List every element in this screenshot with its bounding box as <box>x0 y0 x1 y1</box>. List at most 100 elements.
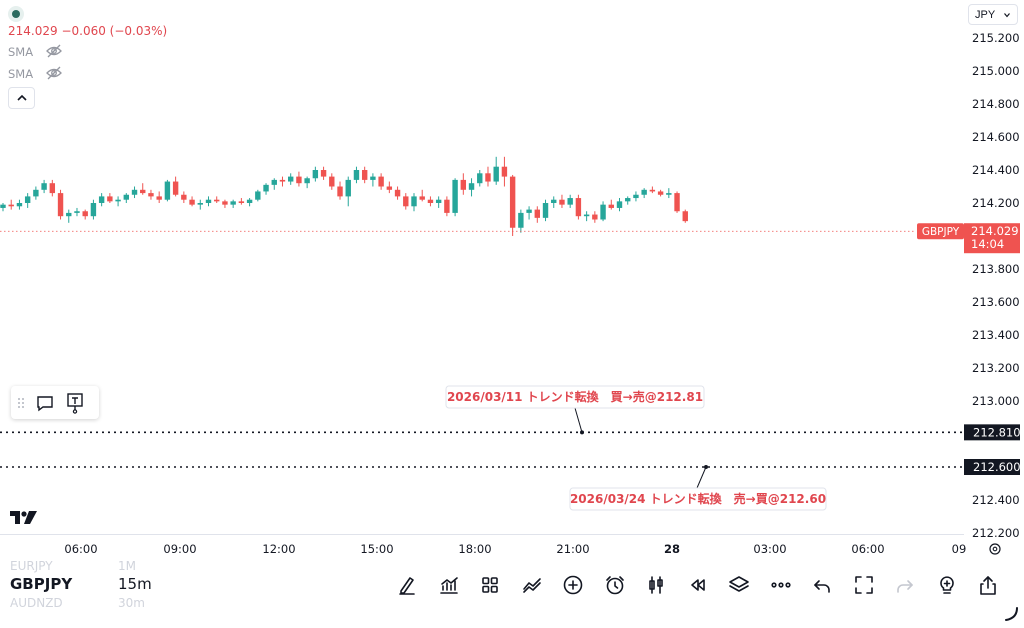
candle <box>509 174 516 236</box>
candle <box>189 196 195 207</box>
eye-off-icon[interactable] <box>46 66 62 80</box>
sma-indicator-1[interactable]: SMA <box>8 44 62 59</box>
horizontal-line-2[interactable]: 212.600 2026/03/24 トレンド転換 売→買@212.60 <box>0 459 1021 511</box>
candle <box>370 173 376 187</box>
candle-body <box>682 211 688 222</box>
price-axis-tick: 214.400 <box>972 163 1020 177</box>
candle-body <box>288 176 294 182</box>
horizontal-line-price-tag <box>964 424 1020 441</box>
candle <box>263 183 269 195</box>
candle <box>403 193 409 210</box>
candle-body <box>403 196 409 207</box>
compare-button[interactable] <box>515 571 549 599</box>
candle <box>435 196 442 208</box>
candle-body <box>616 201 623 208</box>
currency-label: JPY <box>975 8 996 21</box>
lightbulb-icon <box>939 576 954 594</box>
resize-handle-icon[interactable] <box>1002 605 1020 623</box>
sma-label: SMA <box>8 45 34 59</box>
time-axis-tick: 09 <box>952 542 967 556</box>
candle <box>477 170 483 187</box>
candle-body <box>666 193 672 195</box>
candle-body <box>66 212 72 217</box>
candle-body <box>592 214 598 220</box>
more-button[interactable] <box>764 571 798 599</box>
candle <box>345 176 351 207</box>
candle-body <box>82 211 88 217</box>
candle <box>246 198 253 207</box>
last-price-symbol-tag <box>917 223 964 240</box>
candle <box>616 198 623 212</box>
candle <box>131 186 138 199</box>
candle-body <box>633 194 639 199</box>
last-price-tag <box>964 223 1020 254</box>
horizontal-line-1[interactable]: 212.810 2026/03/11 トレンド転換 買→売@212.81 <box>0 385 1021 441</box>
candle <box>74 207 80 217</box>
undo-button[interactable] <box>805 571 839 599</box>
ideas-button[interactable] <box>930 571 964 599</box>
candle <box>304 176 310 189</box>
candle-body <box>156 196 162 200</box>
candle <box>600 201 606 222</box>
legend-price-change: 214.029 −0.060 (−0.03%) <box>8 24 168 38</box>
price-axis-tick: 213.000 <box>972 394 1020 408</box>
price-axis-tick: 214.200 <box>972 196 1020 210</box>
candle-body <box>542 203 549 218</box>
candle-body <box>148 193 154 197</box>
symbol-selector[interactable]: GBPJPY <box>10 575 73 593</box>
indicators-button[interactable] <box>432 571 466 599</box>
candle <box>107 193 113 203</box>
candle <box>16 199 23 210</box>
candle-body <box>337 186 343 197</box>
sma-indicator-2[interactable]: SMA <box>8 66 62 81</box>
horizontal-line-price-tag <box>964 459 1020 475</box>
collapse-legend-button[interactable] <box>8 87 35 109</box>
candle <box>641 188 647 199</box>
price-axis-tick: 213.600 <box>972 295 1020 309</box>
candle-body <box>575 198 582 217</box>
candle <box>57 189 64 220</box>
candle-body <box>98 196 105 203</box>
candle <box>419 189 425 202</box>
eye-off-icon[interactable] <box>46 44 62 58</box>
layouts-button[interactable] <box>473 571 507 599</box>
candle <box>526 206 532 220</box>
time-axis-tick: 21:00 <box>556 542 589 556</box>
horizontal-line-price: 212.810 <box>973 425 1021 439</box>
axis-settings-icon[interactable] <box>989 543 1001 555</box>
drag-handle-icon[interactable] <box>17 396 25 410</box>
candle-body <box>320 170 327 177</box>
candle <box>411 193 417 212</box>
candle-body <box>255 191 261 200</box>
replay-button[interactable] <box>681 571 715 599</box>
redo-button[interactable] <box>888 571 922 599</box>
add-button[interactable] <box>556 571 590 599</box>
text-note-icon[interactable] <box>65 392 85 414</box>
interval-selector[interactable]: 15m <box>118 575 152 593</box>
object-tree-button[interactable] <box>722 571 756 599</box>
candle-body <box>452 179 458 213</box>
floating-drawing-toolbar <box>11 386 99 419</box>
candle <box>657 189 664 197</box>
candle <box>378 173 384 190</box>
drawing-tools-button[interactable] <box>390 571 424 599</box>
candle <box>353 166 360 184</box>
candle <box>156 191 162 203</box>
share-button[interactable] <box>971 571 1005 599</box>
candle-body <box>526 209 532 213</box>
price-chart[interactable]: 215.200 215.000 214.800 214.600 214.400 214.2… <box>0 0 1024 560</box>
candle <box>197 199 203 210</box>
comment-icon[interactable] <box>35 393 55 413</box>
currency-select[interactable]: JPY <box>968 4 1018 25</box>
candle-body <box>0 204 6 208</box>
time-axis-tick: 06:00 <box>851 542 884 556</box>
fullscreen-button[interactable] <box>847 571 881 599</box>
candle-body <box>74 211 80 213</box>
candle <box>394 186 401 200</box>
chart-type-button[interactable] <box>639 571 673 599</box>
candle <box>164 179 171 202</box>
candle <box>682 209 688 223</box>
candle <box>386 181 393 194</box>
alert-button[interactable] <box>598 571 632 599</box>
candle <box>82 209 88 220</box>
